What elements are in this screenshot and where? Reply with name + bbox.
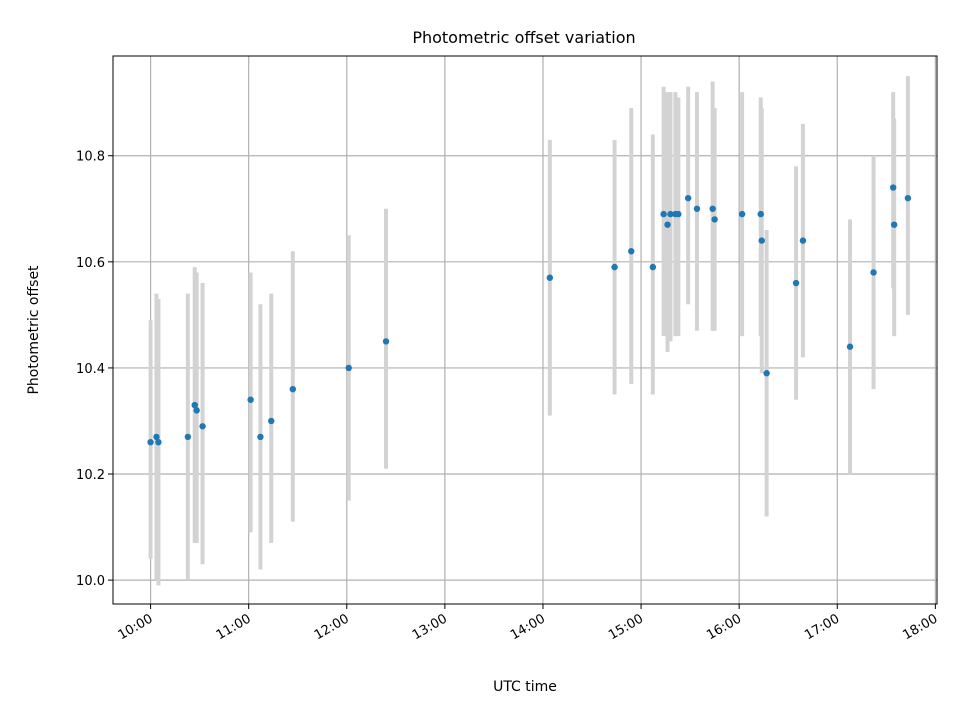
data-point (257, 433, 264, 441)
data-point (904, 194, 912, 202)
y-tick-label: 10.6 (76, 256, 105, 271)
data-point (889, 184, 897, 191)
y-tick-label: 10.0 (76, 574, 105, 589)
data-point (709, 205, 716, 212)
plot-frame (112, 55, 938, 605)
data-point (193, 407, 200, 414)
data-points (147, 184, 912, 446)
data-point (268, 417, 275, 425)
data-point (684, 194, 692, 202)
data-point (546, 274, 554, 281)
data-point (199, 423, 206, 430)
data-point (763, 370, 770, 377)
data-point (675, 210, 682, 218)
data-point (757, 210, 764, 218)
data-point (649, 263, 657, 271)
data-point (667, 210, 674, 218)
data-point (184, 433, 192, 441)
data-point (711, 216, 718, 223)
data-point (247, 396, 254, 403)
data-point (191, 401, 198, 409)
data-point (382, 338, 390, 345)
data-point (693, 205, 701, 212)
y-tick-label: 10.4 (76, 362, 105, 377)
data-point (738, 210, 746, 218)
data-point (153, 433, 160, 441)
y-axis-label: Photometric offset (26, 265, 42, 395)
data-point (799, 237, 807, 244)
data-point (664, 221, 671, 228)
chart-title: Photometric offset variation (412, 28, 635, 47)
y-tick-label: 10.2 (76, 468, 105, 483)
data-point (660, 210, 667, 218)
data-point (289, 385, 297, 393)
y-tick-label: 10.8 (76, 150, 105, 165)
data-point (345, 364, 352, 372)
x-axis-label: UTC time (493, 679, 557, 695)
data-point (792, 279, 800, 287)
data-point (758, 237, 765, 244)
y-axis-ticks: 10.0 10.2 10.4 10.6 10.8 (76, 150, 113, 589)
data-point (628, 248, 635, 255)
data-point (155, 438, 162, 446)
data-point (890, 221, 898, 228)
data-point (611, 263, 618, 271)
data-point (870, 269, 877, 276)
data-point (147, 438, 154, 446)
data-point (846, 343, 854, 350)
